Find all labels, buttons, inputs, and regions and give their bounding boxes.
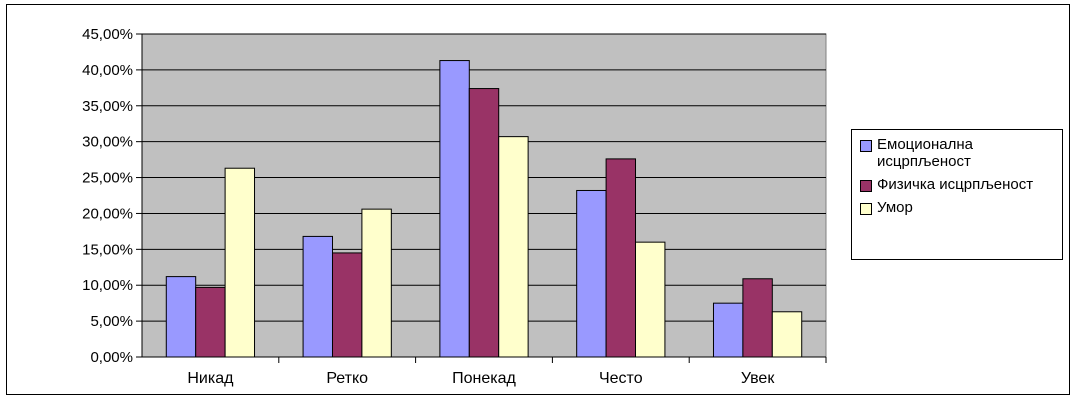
y-tick-label: 40,00% (82, 62, 133, 79)
bar (605, 158, 637, 358)
bar (712, 302, 744, 358)
legend-swatch-0 (860, 140, 872, 152)
x-tick-label: Понекад (452, 370, 516, 387)
legend-label: Физичка исцрпљеност (877, 176, 1034, 193)
bar (195, 286, 226, 358)
y-tick-label: 30,00% (82, 134, 133, 151)
y-tick-label: 25,00% (82, 170, 133, 187)
legend: Емоционална исцрпљеност Физичка исцрпљен… (851, 129, 1063, 260)
legend-item: Емоционална исцрпљеност (860, 136, 1062, 170)
bar (498, 136, 529, 358)
legend-swatch-1 (860, 180, 872, 192)
x-tick-label: Увек (741, 370, 775, 387)
bar (635, 241, 666, 358)
legend-item: Физичка исцрпљеност (860, 176, 1062, 193)
bar (224, 167, 256, 358)
y-tick-label: 0,00% (90, 349, 133, 366)
x-tick-label: Често (599, 370, 643, 387)
bar (576, 189, 607, 358)
legend-label: Емоционална исцрпљеност (877, 136, 973, 170)
y-tick-label: 5,00% (90, 313, 133, 330)
y-tick-label: 15,00% (82, 241, 133, 258)
legend-label: Умор (877, 199, 913, 216)
x-tick-label: Ретко (326, 370, 368, 387)
legend-item: Умор (860, 199, 1062, 216)
bar (468, 88, 500, 358)
x-tick-label: Никад (187, 370, 234, 387)
bar (165, 276, 197, 358)
y-tick-label: 20,00% (82, 205, 133, 222)
bar (302, 235, 333, 358)
bar (331, 252, 363, 358)
y-tick-label: 45,00% (82, 26, 133, 43)
bar (771, 311, 803, 358)
legend-swatch-2 (860, 203, 872, 215)
y-tick-label: 35,00% (82, 98, 133, 115)
bar (439, 60, 470, 358)
bar (742, 278, 773, 358)
y-tick-label: 10,00% (82, 277, 133, 294)
bar (361, 208, 392, 358)
